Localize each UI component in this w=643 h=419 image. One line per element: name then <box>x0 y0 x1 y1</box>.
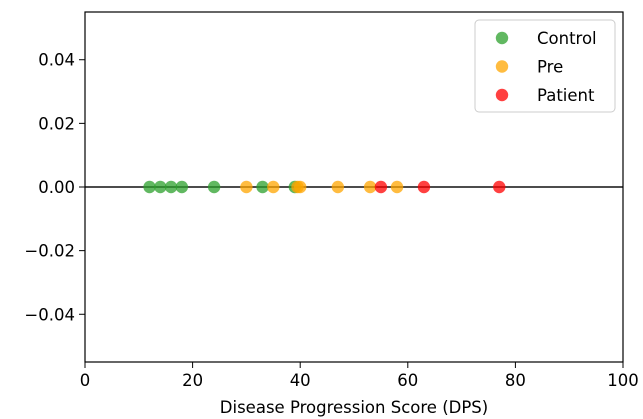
x-axis-label: Disease Progression Score (DPS) <box>220 398 488 417</box>
point-control <box>207 180 221 194</box>
legend-label: Pre <box>537 58 563 77</box>
point-control <box>175 180 189 194</box>
point-pre <box>363 180 377 194</box>
point-pre <box>240 180 253 194</box>
legend-box <box>474 19 616 113</box>
x-tick-label: 40 <box>290 371 311 390</box>
legend-label: Control <box>537 29 597 48</box>
x-tick-label: 20 <box>182 371 203 390</box>
legend-marker-pre <box>495 60 509 73</box>
y-tick-label: 0.04 <box>38 51 75 70</box>
point-patient <box>417 180 431 194</box>
point-control <box>256 180 269 194</box>
legend: Control Pre Patient <box>474 19 616 113</box>
x-axis: 0 20 40 60 80 100 <box>80 362 639 390</box>
point-control <box>154 180 167 194</box>
x-tick-label: 100 <box>607 371 639 390</box>
x-tick-label: 80 <box>505 371 526 390</box>
point-control <box>143 180 156 194</box>
legend-marker-control <box>495 31 509 45</box>
chart-marks <box>85 180 623 194</box>
y-tick-label: 0.00 <box>38 178 75 197</box>
legend-marker-patient <box>495 88 509 102</box>
point-pre <box>390 180 404 194</box>
point-patient <box>374 180 388 194</box>
point-pre <box>331 180 345 194</box>
point-pre <box>294 180 307 194</box>
y-tick-label: −0.04 <box>24 305 75 324</box>
x-tick-label: 0 <box>80 371 91 390</box>
point-control <box>164 180 178 194</box>
x-tick-label: 60 <box>397 371 418 390</box>
legend-label: Patient <box>537 86 595 105</box>
y-tick-label: −0.02 <box>24 242 75 261</box>
y-tick-label: 0.02 <box>38 114 75 133</box>
point-patient <box>493 180 506 194</box>
point-pre <box>267 180 280 194</box>
y-axis: −0.04 −0.02 0.00 0.02 0.04 <box>24 51 85 324</box>
